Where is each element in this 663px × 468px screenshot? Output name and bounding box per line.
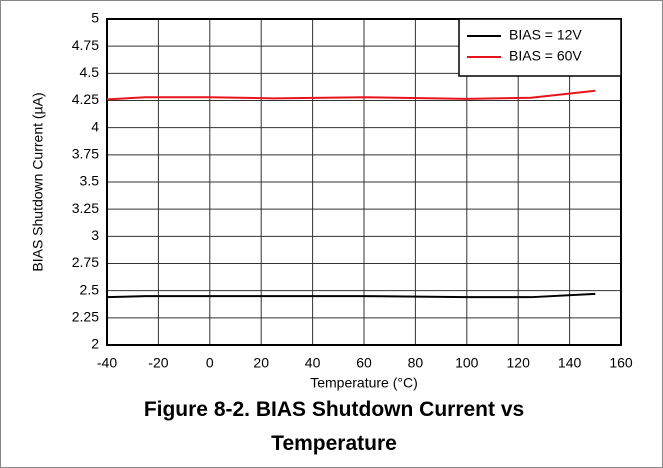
y-tick-label: 3.5: [80, 173, 100, 189]
x-axis-label: Temperature (°C): [310, 375, 418, 391]
x-tick-label: -40: [97, 355, 117, 371]
y-axis-label: BIAS Shutdown Current (µA): [30, 92, 46, 271]
x-tick-label: 0: [206, 355, 214, 371]
legend-box: [458, 18, 622, 77]
legend-label: BIAS = 60V: [509, 48, 582, 64]
x-tick-label: 20: [253, 355, 269, 371]
y-tick-label: 4: [91, 118, 99, 134]
x-tick-label: 160: [609, 355, 633, 371]
series-line: [106, 89, 596, 101]
x-tick-label: -20: [148, 355, 168, 371]
caption: Figure 8-2. BIAS Shutdown Current vs Tem…: [143, 398, 525, 455]
y-tick-label: 3.25: [72, 200, 99, 216]
legend-label: BIAS = 12V: [509, 27, 582, 43]
x-tick-label: 80: [408, 355, 424, 371]
y-tick-label: 5: [91, 10, 99, 26]
y-tick-label: 4.5: [80, 64, 100, 80]
x-tick-label: 40: [305, 355, 321, 371]
y-tick-label: 4.75: [72, 37, 99, 53]
x-tick-label: 100: [455, 355, 479, 371]
x-tick-label: 140: [558, 355, 582, 371]
y-tick-label: 2: [91, 336, 99, 352]
y-tick-label: 3: [91, 227, 99, 243]
y-tick-label: 2.75: [72, 254, 99, 270]
series-line: [106, 292, 596, 299]
y-tick-label: 3.75: [72, 146, 99, 162]
x-tick-label: 120: [507, 355, 531, 371]
y-tick-label: 2.5: [80, 281, 100, 297]
x-tick-label: 60: [356, 355, 372, 371]
y-tick-label: 2.25: [72, 309, 99, 325]
plot-frame: [106, 18, 622, 346]
y-tick-label: 4.25: [72, 91, 99, 107]
